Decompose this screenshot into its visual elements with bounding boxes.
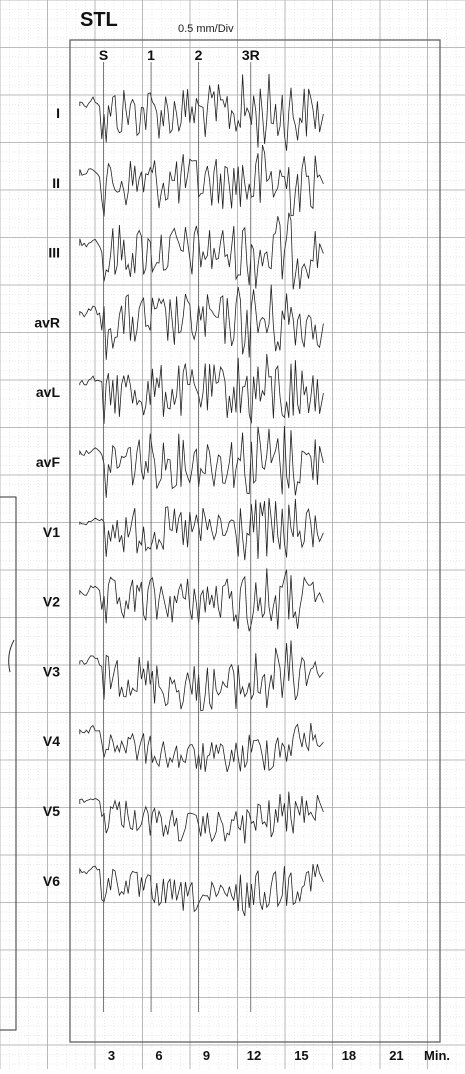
lead-label-ii: II [52, 175, 60, 191]
trace-avl [79, 353, 324, 424]
trace-v2 [79, 568, 324, 632]
plot-frame [69, 39, 441, 1043]
x-tick-21: 21 [389, 1048, 403, 1063]
trace-v3 [79, 640, 324, 712]
trace-i [79, 73, 324, 151]
lead-label-v4: V4 [43, 733, 60, 749]
lead-label-avf: avF [36, 454, 61, 470]
x-tick-18: 18 [342, 1048, 356, 1063]
lead-label-avr: avR [34, 314, 60, 330]
trace-ii [79, 144, 324, 217]
event-label-1: 1 [147, 47, 155, 63]
lead-traces [79, 73, 324, 917]
trace-v6 [79, 864, 324, 917]
lead-label-iii: III [48, 245, 60, 261]
x-tick-12: 12 [247, 1048, 261, 1063]
x-tick-9: 9 [203, 1048, 210, 1063]
left-bracket [0, 496, 17, 1031]
lead-label-v5: V5 [43, 803, 60, 819]
x-tick-3: 3 [108, 1048, 115, 1063]
scale-note: 0.5 mm/Div [178, 23, 234, 35]
event-label-2: 2 [195, 47, 203, 63]
x-unit-label: Min. [424, 1048, 450, 1063]
lead-label-v2: V2 [43, 594, 60, 610]
trace-avr [79, 284, 324, 360]
event-label-3r: 3R [242, 47, 260, 63]
lead-label-v1: V1 [43, 524, 60, 540]
left-bracket-mark [8, 639, 15, 673]
lead-label-avl: avL [36, 384, 61, 400]
lead-label-v3: V3 [43, 663, 60, 679]
lead-label-v6: V6 [43, 873, 60, 889]
event-markers: S 1 2 3R [99, 47, 260, 1012]
event-label-s: S [99, 47, 108, 63]
trace-v1 [79, 497, 324, 561]
chart-title: STL [80, 9, 118, 31]
trace-v4 [79, 722, 324, 773]
x-tick-6: 6 [155, 1048, 162, 1063]
trace-v5 [79, 791, 324, 844]
x-tick-labels: 3 6 9 12 15 18 21 [108, 1048, 404, 1063]
x-tick-15: 15 [294, 1048, 308, 1063]
trace-avf [79, 426, 324, 498]
lead-label-i: I [56, 105, 60, 121]
trace-iii [79, 212, 324, 290]
